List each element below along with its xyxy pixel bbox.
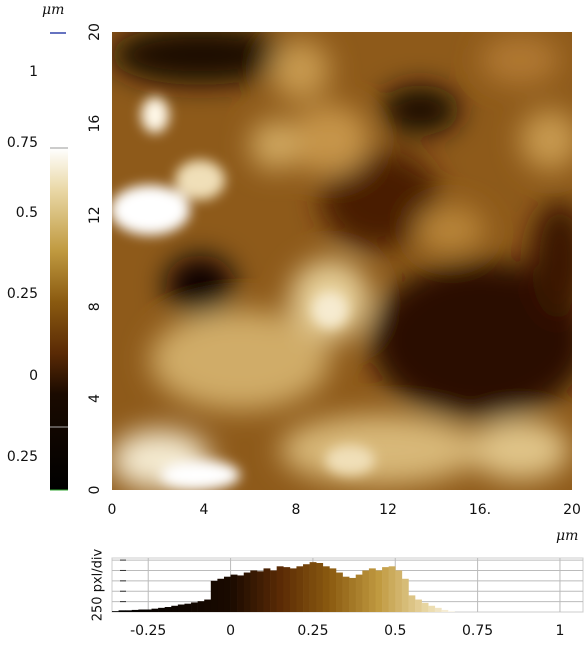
histogram-y-label: 250 pxl/div [91,548,106,621]
image-y-label: 16 [87,115,103,133]
image-x-label: 16. [469,502,491,518]
histogram-bar [401,578,409,612]
histogram-bar [125,610,133,612]
histogram-bar [144,609,152,612]
histogram-bar [408,595,416,612]
histogram-bar [342,576,350,612]
histogram-bar [428,605,436,612]
histogram-bar [223,576,231,612]
histogram-bar [447,611,455,612]
colorbar-labels: 1 0.75 0.5 0.25 0 0.25 [7,64,38,465]
histogram-bar [237,575,245,612]
histogram-bar [283,567,291,612]
histogram-bar [210,580,218,612]
histogram-bar [184,603,192,612]
histogram-bar [362,570,370,612]
colorbar-unit: μm [42,2,64,18]
image-y-label: 8 [87,302,103,311]
afm-image [112,32,572,490]
histogram-bar [131,609,139,612]
histogram-bar [158,607,165,612]
histogram-bar [217,578,225,612]
histogram-bar [329,568,337,612]
histogram-bar [250,570,258,612]
histogram-bar [276,566,284,612]
image-y-label: 0 [87,486,103,495]
histogram-bar [382,567,389,612]
histogram-bar [415,599,422,612]
image-axes: 0 4 8 12 16. 20 0 4 8 12 16 20 [87,23,581,518]
image-x-label: 12 [379,502,397,518]
histogram-bar [164,607,172,612]
histogram-bar [296,566,304,612]
histogram-bar [355,574,363,612]
histogram-bar [204,599,212,612]
histogram-bar [303,564,310,612]
colorbar-label: 0.25 [7,449,38,465]
histogram-bar [368,568,376,612]
image-y-label: 20 [87,23,103,41]
x-tick-label: 0.25 [297,623,328,639]
image-x-label: 20 [563,502,581,518]
x-tick-label: -0.25 [130,623,166,639]
x-tick-label: 0.5 [384,623,406,639]
histogram-bar [270,570,277,612]
image-x-label: 0 [108,502,117,518]
histogram-bar [256,571,264,612]
histogram-bar [322,566,330,612]
x-tick-label: 1 [555,623,564,639]
x-tick-label: 0 [226,623,235,639]
histogram-bar [177,604,185,612]
histogram: -0.25 0 0.25 0.5 0.75 1 [112,558,583,639]
colorbar [50,148,68,490]
histogram-bar [349,577,357,612]
histogram-bar [335,572,343,612]
histogram-bar [138,609,146,612]
colorbar-label: 0.5 [16,205,38,221]
histogram-bar [230,574,238,612]
image-y-label: 4 [87,394,103,403]
histogram-bar [118,610,126,612]
histogram-bar [434,607,442,612]
histogram-bar [441,609,449,612]
histogram-bar [316,562,324,612]
histogram-bar [395,570,403,612]
histogram-bar [388,566,396,612]
colorbar-label: 0 [29,368,38,384]
histogram-bar [151,608,159,612]
histogram-bar [309,562,317,612]
image-y-label: 12 [87,206,103,224]
histogram-bar [375,570,383,612]
image-x-label: 8 [292,502,301,518]
histogram-bar [191,602,198,612]
histogram-bar [263,568,271,612]
histogram-bar [197,601,205,612]
histogram-bar [243,572,251,612]
histogram-bar [112,611,119,612]
x-tick-label: 0.75 [462,623,493,639]
image-x-label: 4 [200,502,209,518]
colorbar-label: 0.25 [7,286,38,302]
histogram-bar [171,605,179,612]
histogram-bar [421,602,429,612]
colorbar-label: 1 [29,64,38,80]
image-x-unit: μm [556,528,578,544]
histogram-bar [289,568,297,612]
colorbar-label: 0.75 [7,135,38,151]
